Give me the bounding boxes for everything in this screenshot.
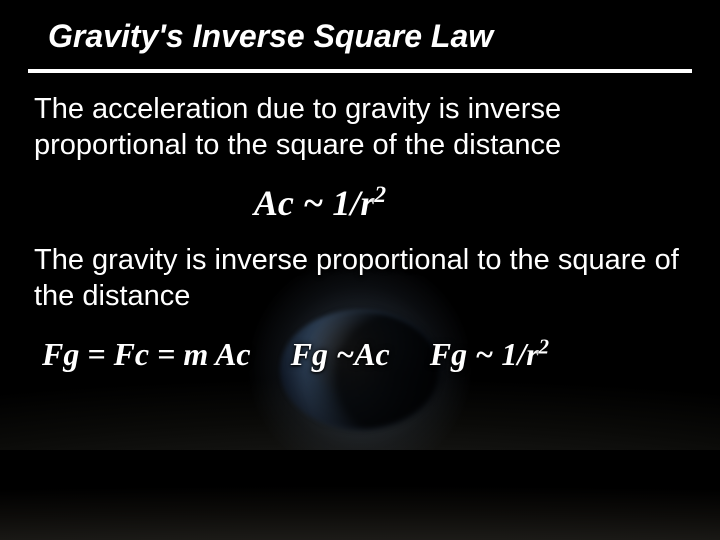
equation-center: Ac ~ 1/r2 (0, 182, 686, 224)
title-underline (28, 69, 692, 73)
equation-mid: Fg ~Ac (291, 336, 390, 373)
slide-content: Gravity's Inverse Square Law The acceler… (0, 0, 720, 540)
title-area: Gravity's Inverse Square Law (0, 0, 720, 63)
slide-title: Gravity's Inverse Square Law (48, 18, 684, 55)
slide: Gravity's Inverse Square Law The acceler… (0, 0, 720, 540)
body-area: The acceleration due to gravity is inver… (0, 91, 720, 314)
paragraph-2: The gravity is inverse proportional to t… (34, 242, 686, 315)
equation-right: Fg ~ 1/r2 (430, 336, 549, 373)
equation-left: Fg = Fc = m Ac (42, 336, 251, 373)
equation-center-main: Ac ~ 1/r (254, 183, 375, 223)
equation-row: Fg = Fc = m Ac Fg ~Ac Fg ~ 1/r2 (0, 314, 720, 373)
equation-right-sup: 2 (539, 335, 549, 358)
equation-center-sup: 2 (374, 182, 386, 208)
paragraph-1: The acceleration due to gravity is inver… (34, 91, 686, 164)
equation-right-main: Fg ~ 1/r (430, 336, 539, 372)
